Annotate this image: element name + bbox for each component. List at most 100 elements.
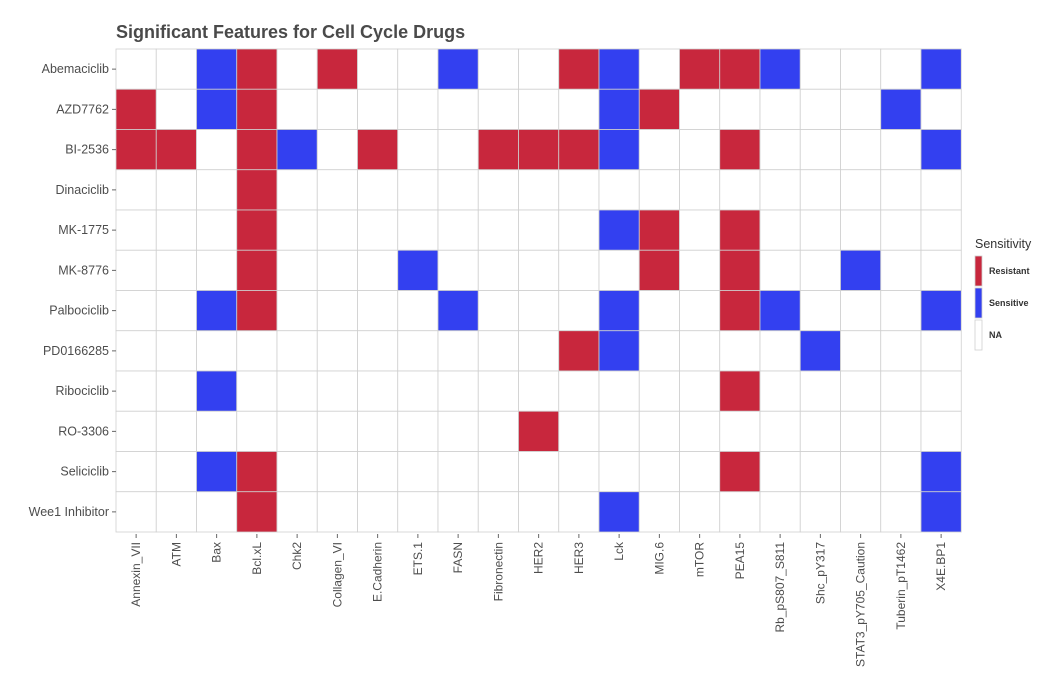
heatmap-cell bbox=[759, 491, 801, 533]
heatmap-cell bbox=[598, 330, 640, 372]
heatmap-cell bbox=[880, 491, 922, 533]
heatmap-cell bbox=[155, 290, 197, 332]
heatmap-cell bbox=[236, 330, 278, 372]
heatmap-cell bbox=[840, 290, 882, 332]
y-tick-label: MK-8776 bbox=[58, 263, 109, 277]
heatmap-cell bbox=[316, 169, 358, 211]
heatmap-cell bbox=[316, 491, 358, 533]
heatmap-cell bbox=[437, 290, 479, 332]
heatmap-cell bbox=[437, 169, 479, 211]
heatmap-cell bbox=[236, 451, 278, 493]
heatmap-cell bbox=[357, 370, 399, 412]
heatmap-cell bbox=[196, 129, 238, 171]
heatmap-cell bbox=[276, 410, 318, 452]
heatmap-cell bbox=[518, 330, 560, 372]
heatmap-cell bbox=[920, 330, 962, 372]
heatmap-cell bbox=[115, 330, 157, 372]
heatmap-cell bbox=[799, 169, 841, 211]
x-tick-label: ATM bbox=[169, 542, 183, 566]
heatmap-cell bbox=[196, 169, 238, 211]
heatmap-cell bbox=[357, 330, 399, 372]
heatmap-cell bbox=[357, 129, 399, 171]
heatmap-cell bbox=[196, 491, 238, 533]
heatmap-cell bbox=[638, 209, 680, 251]
heatmap-cell bbox=[799, 129, 841, 171]
heatmap-cell bbox=[518, 410, 560, 452]
heatmap-cell bbox=[799, 290, 841, 332]
x-tick-label: PEA15 bbox=[733, 542, 747, 580]
heatmap-cell bbox=[397, 169, 439, 211]
heatmap-cell bbox=[397, 370, 439, 412]
heatmap-cell bbox=[155, 88, 197, 130]
heatmap-cell bbox=[638, 129, 680, 171]
heatmap-cell bbox=[880, 451, 922, 493]
heatmap-cell bbox=[759, 330, 801, 372]
heatmap-cell bbox=[679, 451, 721, 493]
heatmap-cell bbox=[115, 249, 157, 291]
heatmap-cell bbox=[115, 491, 157, 533]
heatmap-cell bbox=[437, 48, 479, 90]
heatmap-cell bbox=[920, 491, 962, 533]
heatmap-cell bbox=[155, 169, 197, 211]
x-tick-label: Tuberin_pT1462 bbox=[894, 542, 908, 630]
heatmap-cell bbox=[518, 209, 560, 251]
heatmap-cell bbox=[397, 129, 439, 171]
heatmap-cell bbox=[840, 370, 882, 412]
heatmap-cell bbox=[799, 88, 841, 130]
x-tick-label: FASN bbox=[451, 542, 465, 573]
heatmap-cell bbox=[518, 129, 560, 171]
heatmap-cell bbox=[236, 491, 278, 533]
heatmap-cell bbox=[276, 209, 318, 251]
heatmap-cell bbox=[518, 370, 560, 412]
x-tick-label: Shc_pY317 bbox=[813, 542, 827, 604]
heatmap-cell bbox=[679, 88, 721, 130]
x-tick-label: X4E.BP1 bbox=[934, 542, 948, 591]
heatmap-cell bbox=[155, 491, 197, 533]
heatmap-cell bbox=[679, 209, 721, 251]
heatmap-cell bbox=[799, 451, 841, 493]
heatmap-cell bbox=[155, 370, 197, 412]
heatmap-cell bbox=[437, 249, 479, 291]
y-tick-label: MK-1775 bbox=[58, 223, 109, 237]
heatmap-cell bbox=[397, 330, 439, 372]
heatmap-cell bbox=[316, 370, 358, 412]
heatmap-cell bbox=[638, 330, 680, 372]
heatmap-cell bbox=[880, 169, 922, 211]
heatmap-cell bbox=[518, 491, 560, 533]
heatmap-cell bbox=[357, 169, 399, 211]
legend-label: Sensitive bbox=[989, 298, 1029, 308]
y-tick-label: RO-3306 bbox=[58, 424, 109, 438]
heatmap-cell bbox=[236, 129, 278, 171]
legend: Sensitivity Resistant Sensitive NA bbox=[974, 237, 1032, 351]
heatmap-cell bbox=[276, 88, 318, 130]
heatmap-cell bbox=[115, 370, 157, 412]
heatmap-cell bbox=[316, 88, 358, 130]
heatmap-cell bbox=[920, 451, 962, 493]
x-tick-label: HER2 bbox=[532, 542, 546, 574]
heatmap-cell bbox=[759, 209, 801, 251]
heatmap-cell bbox=[155, 249, 197, 291]
heatmap-cell bbox=[316, 290, 358, 332]
heatmap-cell bbox=[840, 209, 882, 251]
heatmap-cell bbox=[357, 491, 399, 533]
heatmap-cell bbox=[719, 491, 761, 533]
y-tick-label: Ribociclib bbox=[56, 384, 110, 398]
heatmap-cell bbox=[920, 410, 962, 452]
heatmap-cell bbox=[558, 290, 600, 332]
x-tick-label: mTOR bbox=[693, 542, 707, 577]
heatmap-cell bbox=[719, 48, 761, 90]
heatmap-cell bbox=[196, 370, 238, 412]
heatmap-cell bbox=[880, 330, 922, 372]
heatmap-cell bbox=[759, 370, 801, 412]
x-tick-label: Annexin_VII bbox=[129, 542, 143, 607]
heatmap-cell bbox=[598, 290, 640, 332]
heatmap-cell bbox=[558, 451, 600, 493]
heatmap-cell bbox=[719, 410, 761, 452]
heatmap-cell bbox=[840, 451, 882, 493]
heatmap-cell bbox=[477, 290, 519, 332]
heatmap-cell bbox=[719, 88, 761, 130]
heatmap-cell bbox=[477, 410, 519, 452]
heatmap-cell bbox=[880, 129, 922, 171]
x-tick-label: E.Cadherin bbox=[371, 542, 385, 602]
heatmap-cell bbox=[518, 169, 560, 211]
